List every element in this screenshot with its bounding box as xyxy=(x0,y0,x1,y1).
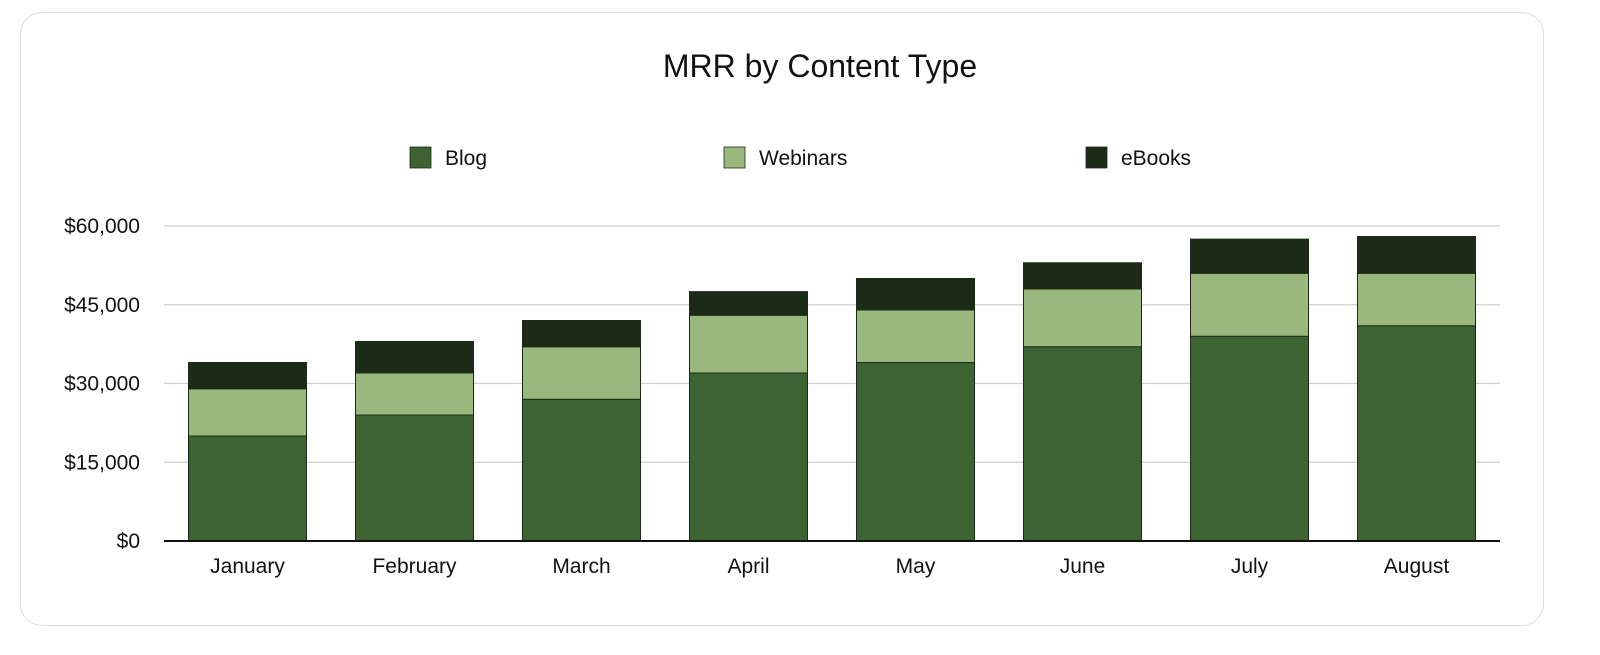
bar-webinars-july xyxy=(1190,272,1309,337)
legend-swatch xyxy=(409,146,432,169)
bar-ebooks-january xyxy=(188,362,307,390)
legend-swatch xyxy=(1085,146,1108,169)
bar-webinars-may xyxy=(856,309,975,363)
x-tick-label: August xyxy=(1384,555,1450,578)
legend: Blog Webinars eBooks xyxy=(409,146,1191,170)
bars xyxy=(188,236,1476,542)
bar-blog-february xyxy=(355,414,474,542)
x-tick-label: May xyxy=(896,555,936,578)
legend-item-ebooks: eBooks xyxy=(1085,146,1191,170)
bar-ebooks-july xyxy=(1190,238,1309,274)
bar-blog-august xyxy=(1357,325,1476,542)
x-tick-label: January xyxy=(210,555,285,578)
legend-swatch xyxy=(723,146,746,169)
bar-ebooks-april xyxy=(689,291,808,316)
bar-blog-march xyxy=(522,398,641,542)
bar-webinars-april xyxy=(689,314,808,374)
x-tick-label: February xyxy=(372,555,457,578)
y-tick-label: $15,000 xyxy=(64,451,140,474)
bar-ebooks-february xyxy=(355,341,474,374)
y-tick-label: $45,000 xyxy=(64,294,140,317)
bar-ebooks-may xyxy=(856,278,975,311)
chart-title: MRR by Content Type xyxy=(663,48,977,84)
x-tick-label: April xyxy=(727,555,769,578)
legend-label: Webinars xyxy=(759,147,847,170)
x-tick-label: March xyxy=(552,555,610,578)
bar-blog-june xyxy=(1023,346,1142,542)
bar-blog-july xyxy=(1190,335,1309,542)
bar-blog-april xyxy=(689,372,808,542)
bar-webinars-february xyxy=(355,372,474,416)
bar-webinars-june xyxy=(1023,288,1142,348)
bar-ebooks-june xyxy=(1023,262,1142,290)
legend-label: eBooks xyxy=(1121,147,1191,170)
y-axis-ticks: $0 $15,000 $30,000 $45,000 $60,000 xyxy=(64,215,140,553)
y-tick-label: $0 xyxy=(117,530,140,553)
bar-ebooks-march xyxy=(522,320,641,348)
bar-blog-may xyxy=(856,362,975,542)
bar-ebooks-august xyxy=(1357,236,1476,274)
legend-item-blog: Blog xyxy=(409,146,487,170)
x-tick-label: June xyxy=(1060,555,1106,578)
bar-webinars-march xyxy=(522,346,641,400)
y-tick-label: $30,000 xyxy=(64,373,140,396)
legend-item-webinars: Webinars xyxy=(723,146,847,170)
bar-webinars-january xyxy=(188,388,307,437)
bar-blog-january xyxy=(188,435,307,542)
x-tick-label: July xyxy=(1231,555,1269,578)
bar-webinars-august xyxy=(1357,272,1476,327)
x-axis-ticks: January February March April May June July Augu… xyxy=(210,555,1449,578)
y-tick-label: $60,000 xyxy=(64,215,140,238)
legend-label: Blog xyxy=(445,147,487,170)
